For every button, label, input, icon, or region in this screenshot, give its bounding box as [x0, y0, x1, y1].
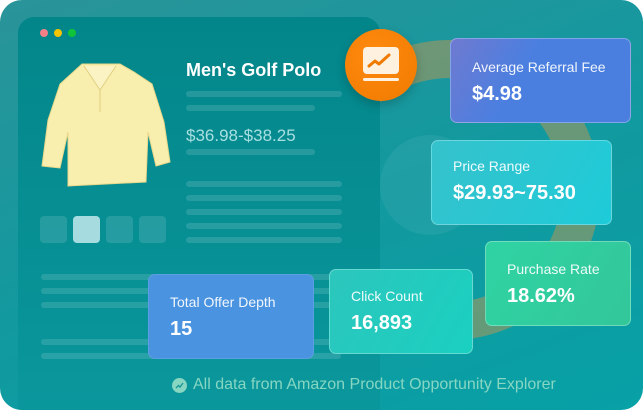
window-maximize-dot [68, 29, 76, 37]
window-close-dot [40, 29, 48, 37]
thumbnail-selected[interactable] [73, 216, 100, 243]
product-image [41, 63, 171, 187]
trend-icon [172, 377, 187, 393]
metric-label: Price Range [453, 158, 531, 174]
metric-value: 16,893 [351, 312, 413, 334]
metric-card-total-offer-depth: Total Offer Depth 15 [148, 274, 314, 359]
chart-badge [345, 29, 417, 101]
metric-card-click-count: Click Count 16,893 [329, 269, 473, 354]
data-source-text: All data from Amazon Product Opportunity… [193, 376, 556, 393]
metric-label: Average Referral Fee [472, 59, 606, 75]
metric-label: Click Count [351, 288, 423, 304]
metric-value: 18.62% [507, 285, 575, 307]
placeholder-line [186, 223, 342, 229]
placeholder-line [186, 195, 342, 201]
placeholder-line [186, 237, 342, 243]
metric-label: Purchase Rate [507, 261, 600, 277]
chart-monitor-icon [363, 47, 399, 81]
placeholder-line [186, 149, 315, 155]
product-title: Men's Golf Polo [186, 60, 322, 80]
placeholder-line [186, 209, 342, 215]
product-price: $36.98-$38.25 [186, 126, 296, 145]
metric-value: $4.98 [472, 83, 523, 105]
window-minimize-dot [54, 29, 62, 37]
metric-card-average-referral-fee: Average Referral Fee $4.98 [450, 38, 631, 123]
metric-label: Total Offer Depth [170, 294, 276, 310]
metric-value: $29.93~75.30 [453, 182, 576, 204]
metric-card-price-range: Price Range $29.93~75.30 [431, 140, 612, 225]
thumbnail[interactable] [106, 216, 133, 243]
thumbnail[interactable] [40, 216, 67, 243]
data-source-note: All data from Amazon Product Opportunity… [172, 376, 556, 394]
metric-value: 15 [170, 318, 193, 340]
placeholder-line [186, 181, 342, 187]
metric-card-purchase-rate: Purchase Rate 18.62% [485, 241, 631, 326]
placeholder-line [186, 91, 342, 97]
placeholder-line [186, 105, 315, 111]
thumbnail[interactable] [139, 216, 166, 243]
